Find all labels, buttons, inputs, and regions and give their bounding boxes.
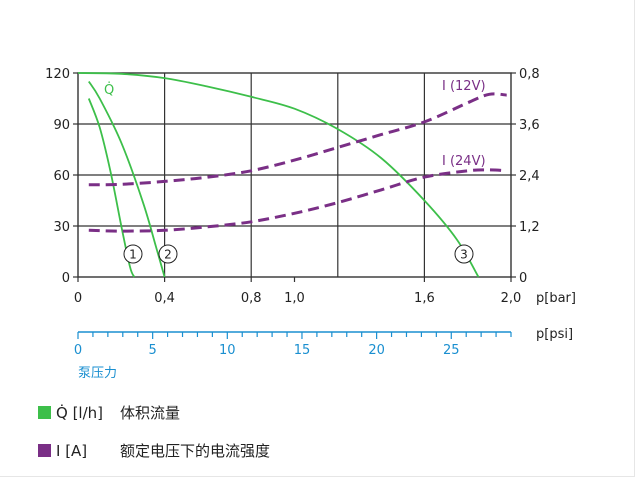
series-line-1 <box>88 81 166 278</box>
curve-number-circle-0 <box>123 244 143 264</box>
x-tick-label-1: 0,4 <box>154 291 175 306</box>
series-label-24v: I (24V) <box>442 154 486 169</box>
legend-desc-flow: 体积流量 <box>120 404 181 422</box>
legend-symbol-current: I [A] <box>56 441 88 460</box>
y-tick-label-2: 60 <box>53 169 70 184</box>
curve-number-circle-1 <box>158 244 178 264</box>
curve-number-circle-2 <box>454 244 474 264</box>
x-axis-label: p[bar] <box>536 291 576 306</box>
x-tick-label-5: 2,0 <box>501 291 522 306</box>
legend-item-current: I [A] 额定电压下的电流强度 <box>38 440 270 461</box>
y-tick-label-3: 90 <box>53 118 70 133</box>
series-line-3 <box>88 92 507 187</box>
legend-swatch-current <box>38 444 51 457</box>
x-tick-label-2: 0,8 <box>241 291 262 306</box>
y-tick-label-4: 120 <box>45 67 70 82</box>
psi-tick-label-0: 0 <box>74 343 82 358</box>
legend-symbol-flow: Q̇ [l/h] <box>56 403 104 422</box>
flow-symbol-label: Q̇ <box>104 83 114 98</box>
y2-tick-label-0: 0 <box>519 271 527 286</box>
y-tick-label-1: 30 <box>53 220 70 235</box>
psi-axis-label: p[psi] <box>536 327 573 342</box>
legend-swatch-flow <box>38 406 51 419</box>
legend-item-flow: Q̇ [l/h] 体积流量 <box>38 402 180 423</box>
curve-number-2: 3 <box>460 248 468 262</box>
label-layer: Q̇ I (12V) I (24V) 1 2 3 <box>104 79 486 264</box>
y2-tick-label-1: 1,2 <box>519 220 540 235</box>
psi-tick-label-1: 5 <box>149 343 157 358</box>
series-layer <box>77 72 507 278</box>
curve-number-0: 1 <box>129 248 137 262</box>
series-line-0 <box>87 98 136 278</box>
series-label-12v: I (12V) <box>442 79 486 94</box>
x-tick-label-3: 1,0 <box>284 291 305 306</box>
psi-axis-caption: 泵压力 <box>78 366 117 381</box>
y2-tick-label-2: 2,4 <box>519 169 540 184</box>
legend-desc-current: 额定电压下的电流强度 <box>120 442 271 460</box>
psi-tick-label-4: 20 <box>368 343 385 358</box>
y-tick-label-0: 0 <box>62 271 70 286</box>
x-tick-label-4: 1,6 <box>414 291 435 306</box>
psi-tick-label-3: 15 <box>294 343 311 358</box>
y2-tick-label-3: 3,6 <box>519 118 540 133</box>
series-line-2 <box>77 72 480 278</box>
y2-tick-label-4: 0,8 <box>519 67 540 82</box>
grid-layer <box>77 72 512 278</box>
x-tick-label-0: 0 <box>74 291 82 306</box>
series-line-4 <box>88 168 507 233</box>
psi-tick-label-5: 25 <box>443 343 460 358</box>
psi-tick-label-2: 10 <box>219 343 236 358</box>
curve-number-1: 2 <box>164 248 172 262</box>
